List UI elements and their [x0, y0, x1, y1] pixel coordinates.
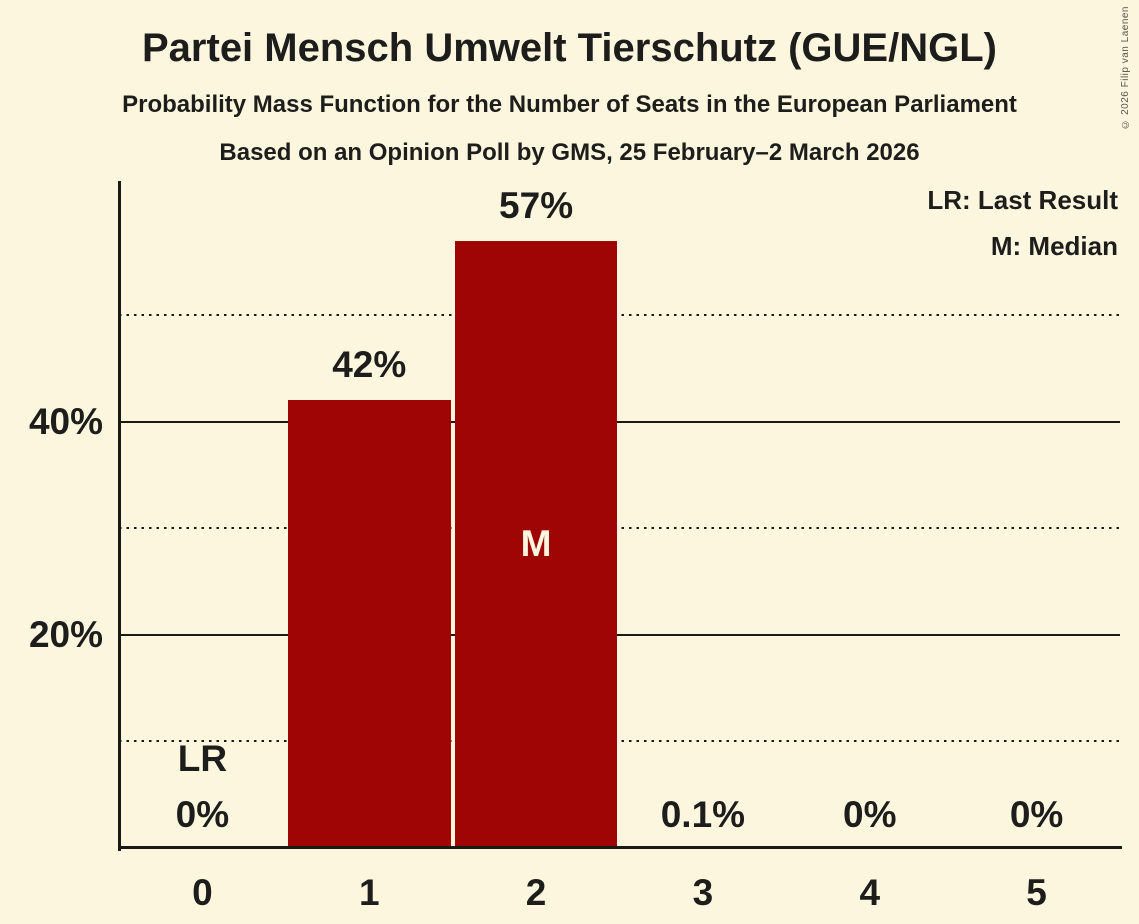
value-label-seat-3: 0.1%: [660, 794, 746, 835]
x-axis-label-seat-2: 2: [525, 872, 547, 913]
x-axis-label-seat-0: 0: [192, 872, 213, 913]
value-label-seat-2: 57%: [499, 184, 574, 226]
value-label-seat-4: 0%: [843, 794, 897, 835]
x-axis-label-seat-1: 1: [358, 872, 380, 913]
value-label-seat-0: 0%: [175, 794, 230, 835]
plot-area: [119, 181, 1120, 848]
x-axis-label-seat-5: 5: [1026, 872, 1047, 913]
legend-last-result: LR: Last Result: [927, 185, 1118, 215]
value-label-seat-5: 0%: [1009, 794, 1064, 835]
median-marker: M: [520, 523, 552, 565]
x-axis: [118, 846, 1122, 849]
bar-seat-1: [287, 400, 451, 848]
x-axis-label-seat-3: 3: [692, 872, 714, 913]
bar-seat-2: [454, 240, 618, 848]
legend-median: M: Median: [990, 231, 1118, 261]
y-axis-label-20pct: 20%: [28, 613, 103, 655]
value-label-seat-1: 42%: [332, 344, 407, 386]
chart-poll-source: Based on an Opinion Poll by GMS, 25 Febr…: [219, 139, 920, 166]
y-axis: [118, 181, 121, 851]
chart-subtitle: Probability Mass Function for the Number…: [122, 91, 1017, 118]
copyright-notice: © 2026 Filip van Laenen: [1120, 6, 1131, 130]
page-title: Partei Mensch Umwelt Tierschutz (GUE/NGL…: [142, 26, 997, 70]
gridline-dotted-10pct: [119, 740, 1120, 743]
x-axis-label-seat-4: 4: [859, 872, 881, 913]
gridline-dotted-50pct: [119, 314, 1120, 317]
gridline-dotted-30pct: [119, 527, 1120, 530]
last-result-marker: LR: [177, 738, 228, 779]
gridline-solid-20pct: [119, 633, 1120, 636]
gridline-solid-40pct: [119, 420, 1120, 423]
chart-legend: LR: Last Result M: Median: [927, 184, 1118, 276]
y-axis-label-40pct: 40%: [28, 400, 103, 442]
